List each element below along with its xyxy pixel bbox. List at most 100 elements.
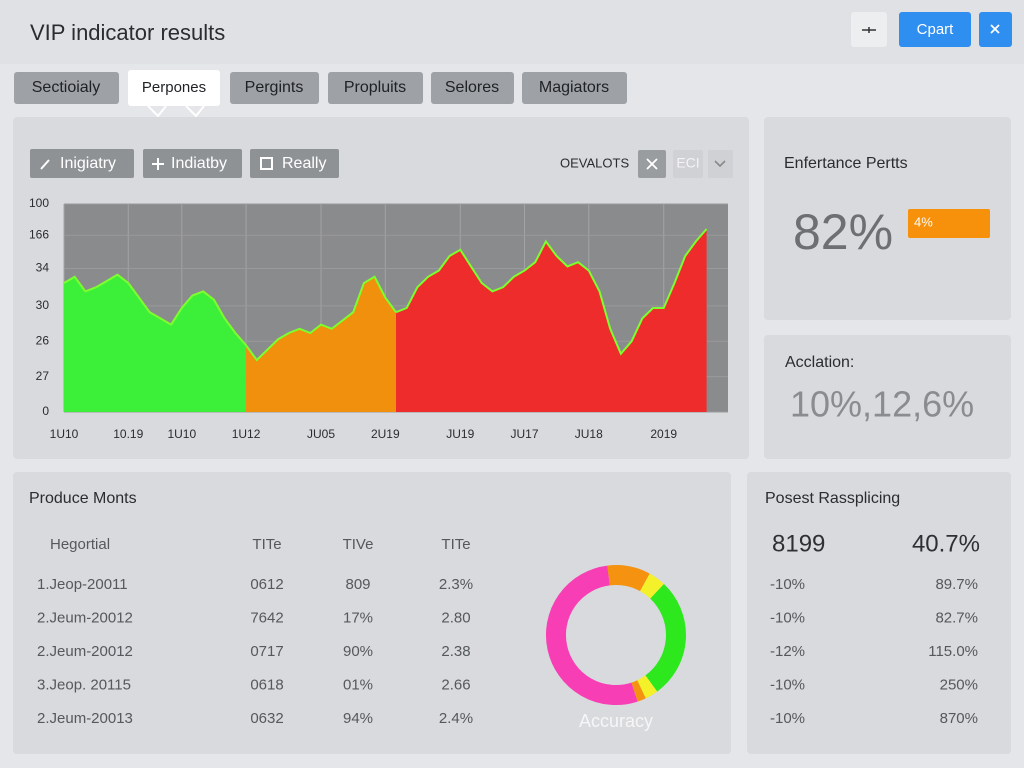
table-cell: 7642	[250, 609, 283, 626]
chip[interactable]	[673, 150, 703, 178]
table-cell: -10%	[770, 710, 805, 727]
card	[764, 117, 1011, 320]
x-tick-label: JU17	[511, 427, 539, 441]
table-cell: 2.Jeum-20012	[37, 609, 133, 626]
card-value: 10%,12,6%	[790, 384, 974, 425]
table-cell: -10%	[770, 676, 805, 693]
table-cell: 2.3%	[439, 576, 473, 593]
icon-button[interactable]	[851, 12, 887, 47]
table-cell: 90%	[343, 643, 373, 660]
donut-segment	[631, 680, 646, 702]
y-tick-label: 100	[29, 196, 49, 210]
side-panel	[747, 472, 1011, 754]
tab-active[interactable]	[128, 70, 220, 106]
x-tick-label: 1U10	[50, 427, 79, 441]
donut-segment	[639, 573, 664, 599]
area	[246, 276, 396, 412]
donut-title: Accuracy	[579, 711, 653, 731]
y-tick-label: 26	[36, 333, 50, 347]
table-cell: 0717	[250, 643, 283, 660]
table-cell: 0612	[250, 576, 283, 593]
x-tick-label: 1U10	[167, 427, 196, 441]
tab[interactable]	[328, 72, 423, 104]
y-tick-label: 166	[29, 227, 49, 241]
toolbar-button-label[interactable]: Really	[282, 155, 326, 172]
toolbar-button[interactable]	[143, 149, 242, 178]
tab-pointer	[147, 105, 205, 118]
table-panel	[13, 472, 731, 754]
icon	[152, 158, 164, 170]
area	[64, 274, 247, 412]
icon	[40, 159, 50, 170]
table-cell: 82.7%	[935, 609, 978, 626]
tab[interactable]	[230, 72, 319, 104]
toolbar-button-label[interactable]: Indiatby	[171, 155, 227, 172]
y-tick-label: 0	[42, 404, 49, 418]
close-icon	[990, 24, 1000, 34]
tab[interactable]	[522, 72, 627, 104]
table-cell: 250%	[940, 676, 978, 693]
area-chart: 1U10 10.19 1U10 1U12 JU05 2U19 JU19 JU17 JU18 201…	[29, 196, 728, 441]
area-line	[245, 275, 397, 362]
tab[interactable]	[14, 72, 119, 104]
tab-label[interactable]: Perpones	[142, 79, 206, 96]
table-cell: 2.Jeum-20013	[37, 710, 133, 727]
table-cell: 115.0%	[928, 643, 978, 660]
table-cell: 2.38	[441, 643, 470, 660]
table-cell: 2.80	[441, 609, 470, 626]
icon	[260, 157, 273, 170]
donut-segment	[637, 675, 658, 699]
table-cell: 870%	[940, 710, 978, 727]
tab-label[interactable]: Sectioialy	[32, 79, 100, 96]
y-tick-label: 27	[36, 369, 50, 383]
x-tick-label: JU05	[307, 427, 335, 441]
tab[interactable]	[431, 72, 514, 104]
toolbar-button[interactable]	[250, 149, 339, 178]
table-cell: 0618	[250, 676, 283, 693]
toolbar-button-label[interactable]: Inigiatry	[60, 155, 116, 172]
icon	[862, 27, 876, 33]
y-tick-label: 30	[36, 298, 50, 312]
column-header: TIVe	[343, 536, 374, 553]
primary-button-label[interactable]: Cpart	[917, 21, 955, 38]
card-title: Acclation:	[785, 354, 854, 371]
card	[764, 335, 1011, 459]
dropdown[interactable]	[708, 150, 733, 178]
page-title: VIP indicator results	[30, 20, 225, 45]
table-cell: 2.4%	[439, 710, 473, 727]
x-tick-label: JU18	[575, 427, 603, 441]
chevron	[714, 160, 726, 168]
donut-segment	[607, 565, 650, 592]
column-header: TITe	[441, 536, 470, 553]
table-cell: 0632	[250, 710, 283, 727]
table-cell: 1.Jeop-20011	[37, 576, 128, 593]
table-cell: -10%	[770, 576, 805, 593]
table: Hegortial TITe TIVe TITe 1.Jeop-20011 0612 809…	[37, 536, 473, 727]
tab-label[interactable]: Selores	[445, 79, 499, 96]
x-tick-label: JU19	[446, 427, 474, 441]
x-tick-label: 1U12	[232, 427, 261, 441]
table-cell: -10%	[770, 609, 805, 626]
table-cell: 809	[345, 576, 370, 593]
table-cell: 17%	[343, 609, 373, 626]
x-tick-label: 2019	[650, 427, 677, 441]
tab-label[interactable]: Pergints	[245, 79, 304, 96]
y-tick-label: 34	[36, 261, 50, 275]
table-cell: 94%	[343, 710, 373, 727]
toolbar-button[interactable]	[30, 149, 134, 178]
column-header: 8199	[772, 530, 825, 557]
table-cell: -12%	[770, 643, 805, 660]
side-title: Posest Rassplicing	[765, 490, 900, 507]
chip-label[interactable]: ECI	[676, 155, 699, 171]
donut-chart: Accuracy	[546, 565, 686, 731]
table-cell: 2.66	[441, 676, 470, 693]
primary-button[interactable]	[899, 12, 971, 47]
card-title: Enfertance Pertts	[784, 155, 908, 172]
tab-label[interactable]: Magiators	[539, 79, 609, 96]
table-cell: 01%	[343, 676, 373, 693]
tab-label[interactable]: Propluits	[344, 79, 406, 96]
side-table: 8199 40.7% -10% 89.7% -10% 82.7% -12% 115.0% -10…	[770, 530, 980, 727]
table-cell: 3.Jeop. 20115	[37, 676, 131, 693]
area-line	[63, 273, 247, 347]
